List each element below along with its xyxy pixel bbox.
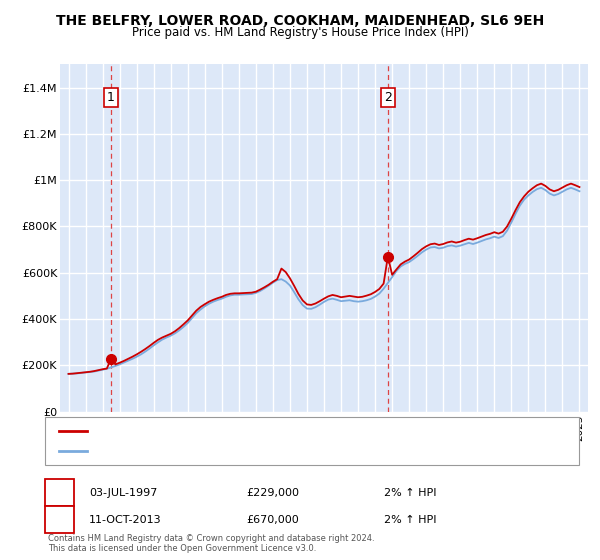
Text: THE BELFRY, LOWER ROAD, COOKHAM, MAIDENHEAD, SL6 9EH: THE BELFRY, LOWER ROAD, COOKHAM, MAIDENH… bbox=[56, 14, 544, 28]
Text: 03-JUL-1997: 03-JUL-1997 bbox=[89, 488, 157, 498]
Text: 2% ↑ HPI: 2% ↑ HPI bbox=[384, 515, 437, 525]
Text: £670,000: £670,000 bbox=[246, 515, 299, 525]
Text: Contains HM Land Registry data © Crown copyright and database right 2024.
This d: Contains HM Land Registry data © Crown c… bbox=[48, 534, 374, 553]
Text: £229,000: £229,000 bbox=[246, 488, 299, 498]
Text: 1: 1 bbox=[107, 91, 115, 104]
Text: 1: 1 bbox=[55, 486, 64, 500]
Text: THE BELFRY, LOWER ROAD, COOKHAM, MAIDENHEAD, SL6 9EH (detached house): THE BELFRY, LOWER ROAD, COOKHAM, MAIDENH… bbox=[91, 426, 490, 436]
Text: 2% ↑ HPI: 2% ↑ HPI bbox=[384, 488, 437, 498]
Text: HPI: Average price, detached house, Windsor and Maidenhead: HPI: Average price, detached house, Wind… bbox=[91, 446, 396, 456]
Text: 11-OCT-2013: 11-OCT-2013 bbox=[89, 515, 161, 525]
Text: 2: 2 bbox=[384, 91, 392, 104]
Text: 2: 2 bbox=[55, 513, 64, 526]
Text: Price paid vs. HM Land Registry's House Price Index (HPI): Price paid vs. HM Land Registry's House … bbox=[131, 26, 469, 39]
